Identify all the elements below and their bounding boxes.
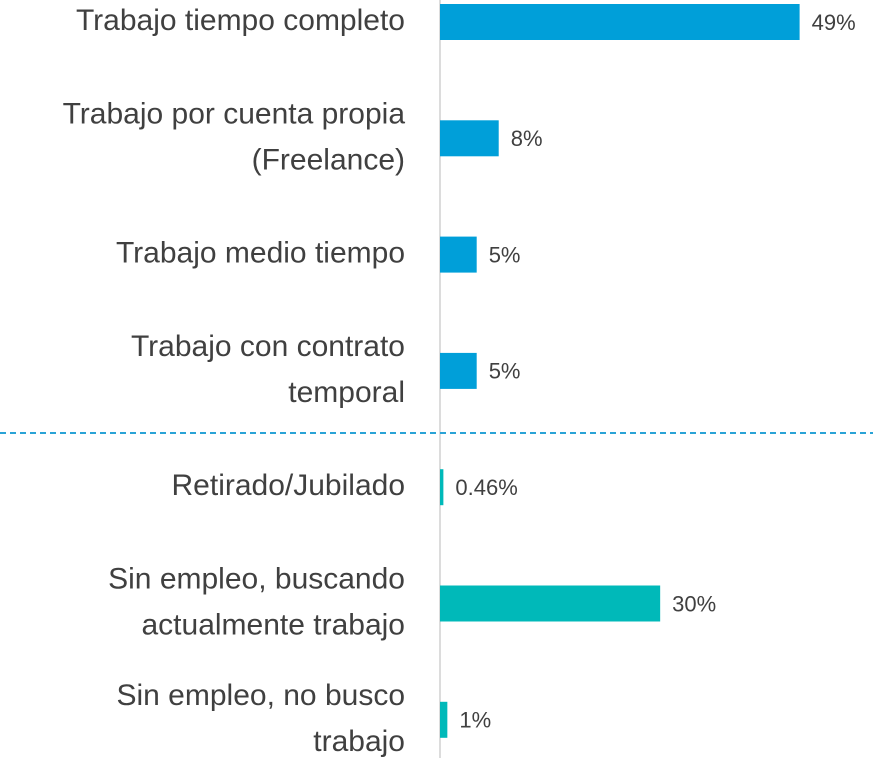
bar [440,701,448,738]
value-label: 5% [489,242,521,267]
category-label: Trabajo tiempo completo [76,4,405,37]
category-label: Trabajo por cuenta propia (Freelance) [63,97,406,176]
value-label: 1% [459,708,491,733]
bar [440,4,800,40]
category-label: Trabajo medio tiempo [116,237,405,270]
bar [440,585,661,622]
value-label: 49% [812,10,856,35]
category-label-line: trabajo [305,725,405,758]
category-label-line: Sin empleo, no busco [116,679,405,712]
category-label-line: temporal [280,376,405,409]
bar [440,352,477,389]
bar [440,236,477,273]
category-label-line: Trabajo con contrato [131,330,405,363]
category-label: Trabajo con contrato temporal [131,330,405,409]
category-label: Sin empleo, no busco trabajo [116,679,405,758]
bar [440,120,499,157]
category-label-line: actualmente trabajo [133,608,405,641]
category-label-line: (Freelance) [243,143,405,176]
value-label: 0.46% [455,475,517,500]
value-label: 30% [672,591,716,616]
category-label: Sin empleo, buscando actualmente trabajo [108,562,405,641]
category-label-line: Trabajo por cuenta propia [63,97,406,130]
value-label: 5% [489,359,521,384]
category-label: Retirado/Jubilado [172,469,405,502]
value-label: 8% [511,126,543,151]
category-label-line: Sin empleo, buscando [108,562,405,595]
bar [440,469,444,506]
